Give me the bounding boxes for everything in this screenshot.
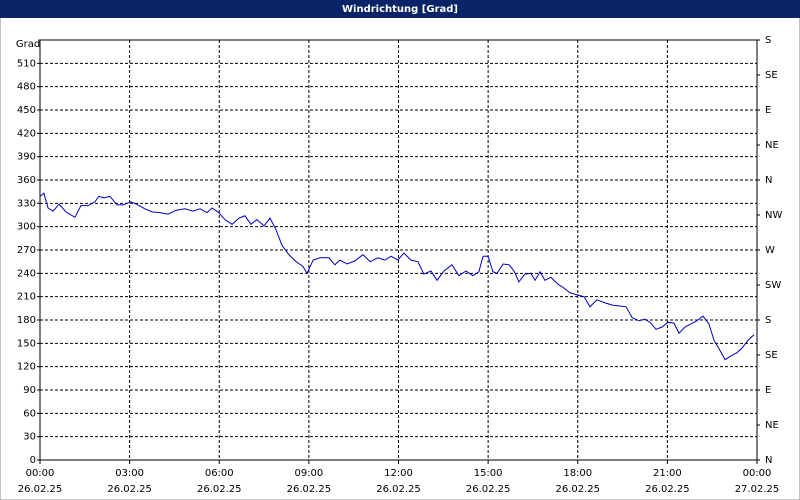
y-tick-label: 480 xyxy=(17,82,36,93)
y2-tick-label: SE xyxy=(765,350,778,361)
y2-tick-label: S xyxy=(765,35,771,46)
x-tick-label: 00:00 xyxy=(743,468,772,479)
y2-tick-label: E xyxy=(765,385,771,396)
y2-tick-label: NW xyxy=(765,210,782,221)
y-tick-label: 30 xyxy=(23,432,36,443)
x-tick-label: 18:00 xyxy=(563,468,592,479)
y2-tick-label: E xyxy=(765,105,771,116)
y2-tick-label: W xyxy=(765,245,775,256)
y-tick-label: 240 xyxy=(17,268,36,279)
x-tick-label: 12:00 xyxy=(384,468,413,479)
x-tick-date: 26.02.25 xyxy=(197,484,242,495)
y-tick-label: 510 xyxy=(17,58,36,69)
y-axis-label: Grad xyxy=(16,39,40,50)
y2-tick-label: NE xyxy=(765,420,779,431)
y2-tick-label: SE xyxy=(765,70,778,81)
chart-title: Windrichtung [Grad] xyxy=(342,4,458,15)
title-bar xyxy=(0,0,800,18)
x-tick-date: 26.02.25 xyxy=(555,484,600,495)
y-tick-label: 300 xyxy=(17,222,36,233)
y-tick-label: 450 xyxy=(17,105,36,116)
y2-tick-label: NE xyxy=(765,140,779,151)
x-tick-date: 26.02.25 xyxy=(466,484,511,495)
y-tick-label: 390 xyxy=(17,152,36,163)
y-tick-label: 360 xyxy=(17,175,36,186)
y-tick-label: 180 xyxy=(17,315,36,326)
x-tick-label: 21:00 xyxy=(653,468,682,479)
y-tick-label: 0 xyxy=(30,455,36,466)
y-tick-label: 330 xyxy=(17,198,36,209)
x-tick-date: 26.02.25 xyxy=(645,484,690,495)
y-tick-label: 90 xyxy=(23,385,36,396)
x-tick-label: 09:00 xyxy=(294,468,323,479)
x-tick-date: 27.02.25 xyxy=(735,484,780,495)
y2-tick-label: S xyxy=(765,315,771,326)
y-tick-label: 120 xyxy=(17,362,36,373)
x-tick-label: 15:00 xyxy=(474,468,503,479)
y2-tick-label: N xyxy=(765,455,772,466)
y-tick-label: 420 xyxy=(17,128,36,139)
x-tick-date: 26.02.25 xyxy=(107,484,152,495)
x-tick-date: 26.02.25 xyxy=(287,484,332,495)
y-tick-label: 60 xyxy=(23,408,36,419)
y-tick-label: 270 xyxy=(17,245,36,256)
y2-tick-label: N xyxy=(765,175,772,186)
x-tick-date: 26.02.25 xyxy=(376,484,421,495)
y2-tick-label: SW xyxy=(765,280,781,291)
y-tick-label: 150 xyxy=(17,338,36,349)
data-line xyxy=(39,192,755,361)
x-tick-label: 00:00 xyxy=(26,468,55,479)
x-tick-label: 03:00 xyxy=(115,468,144,479)
x-tick-date: 26.02.25 xyxy=(18,484,63,495)
y-tick-label: 210 xyxy=(17,292,36,303)
x-tick-label: 06:00 xyxy=(205,468,234,479)
